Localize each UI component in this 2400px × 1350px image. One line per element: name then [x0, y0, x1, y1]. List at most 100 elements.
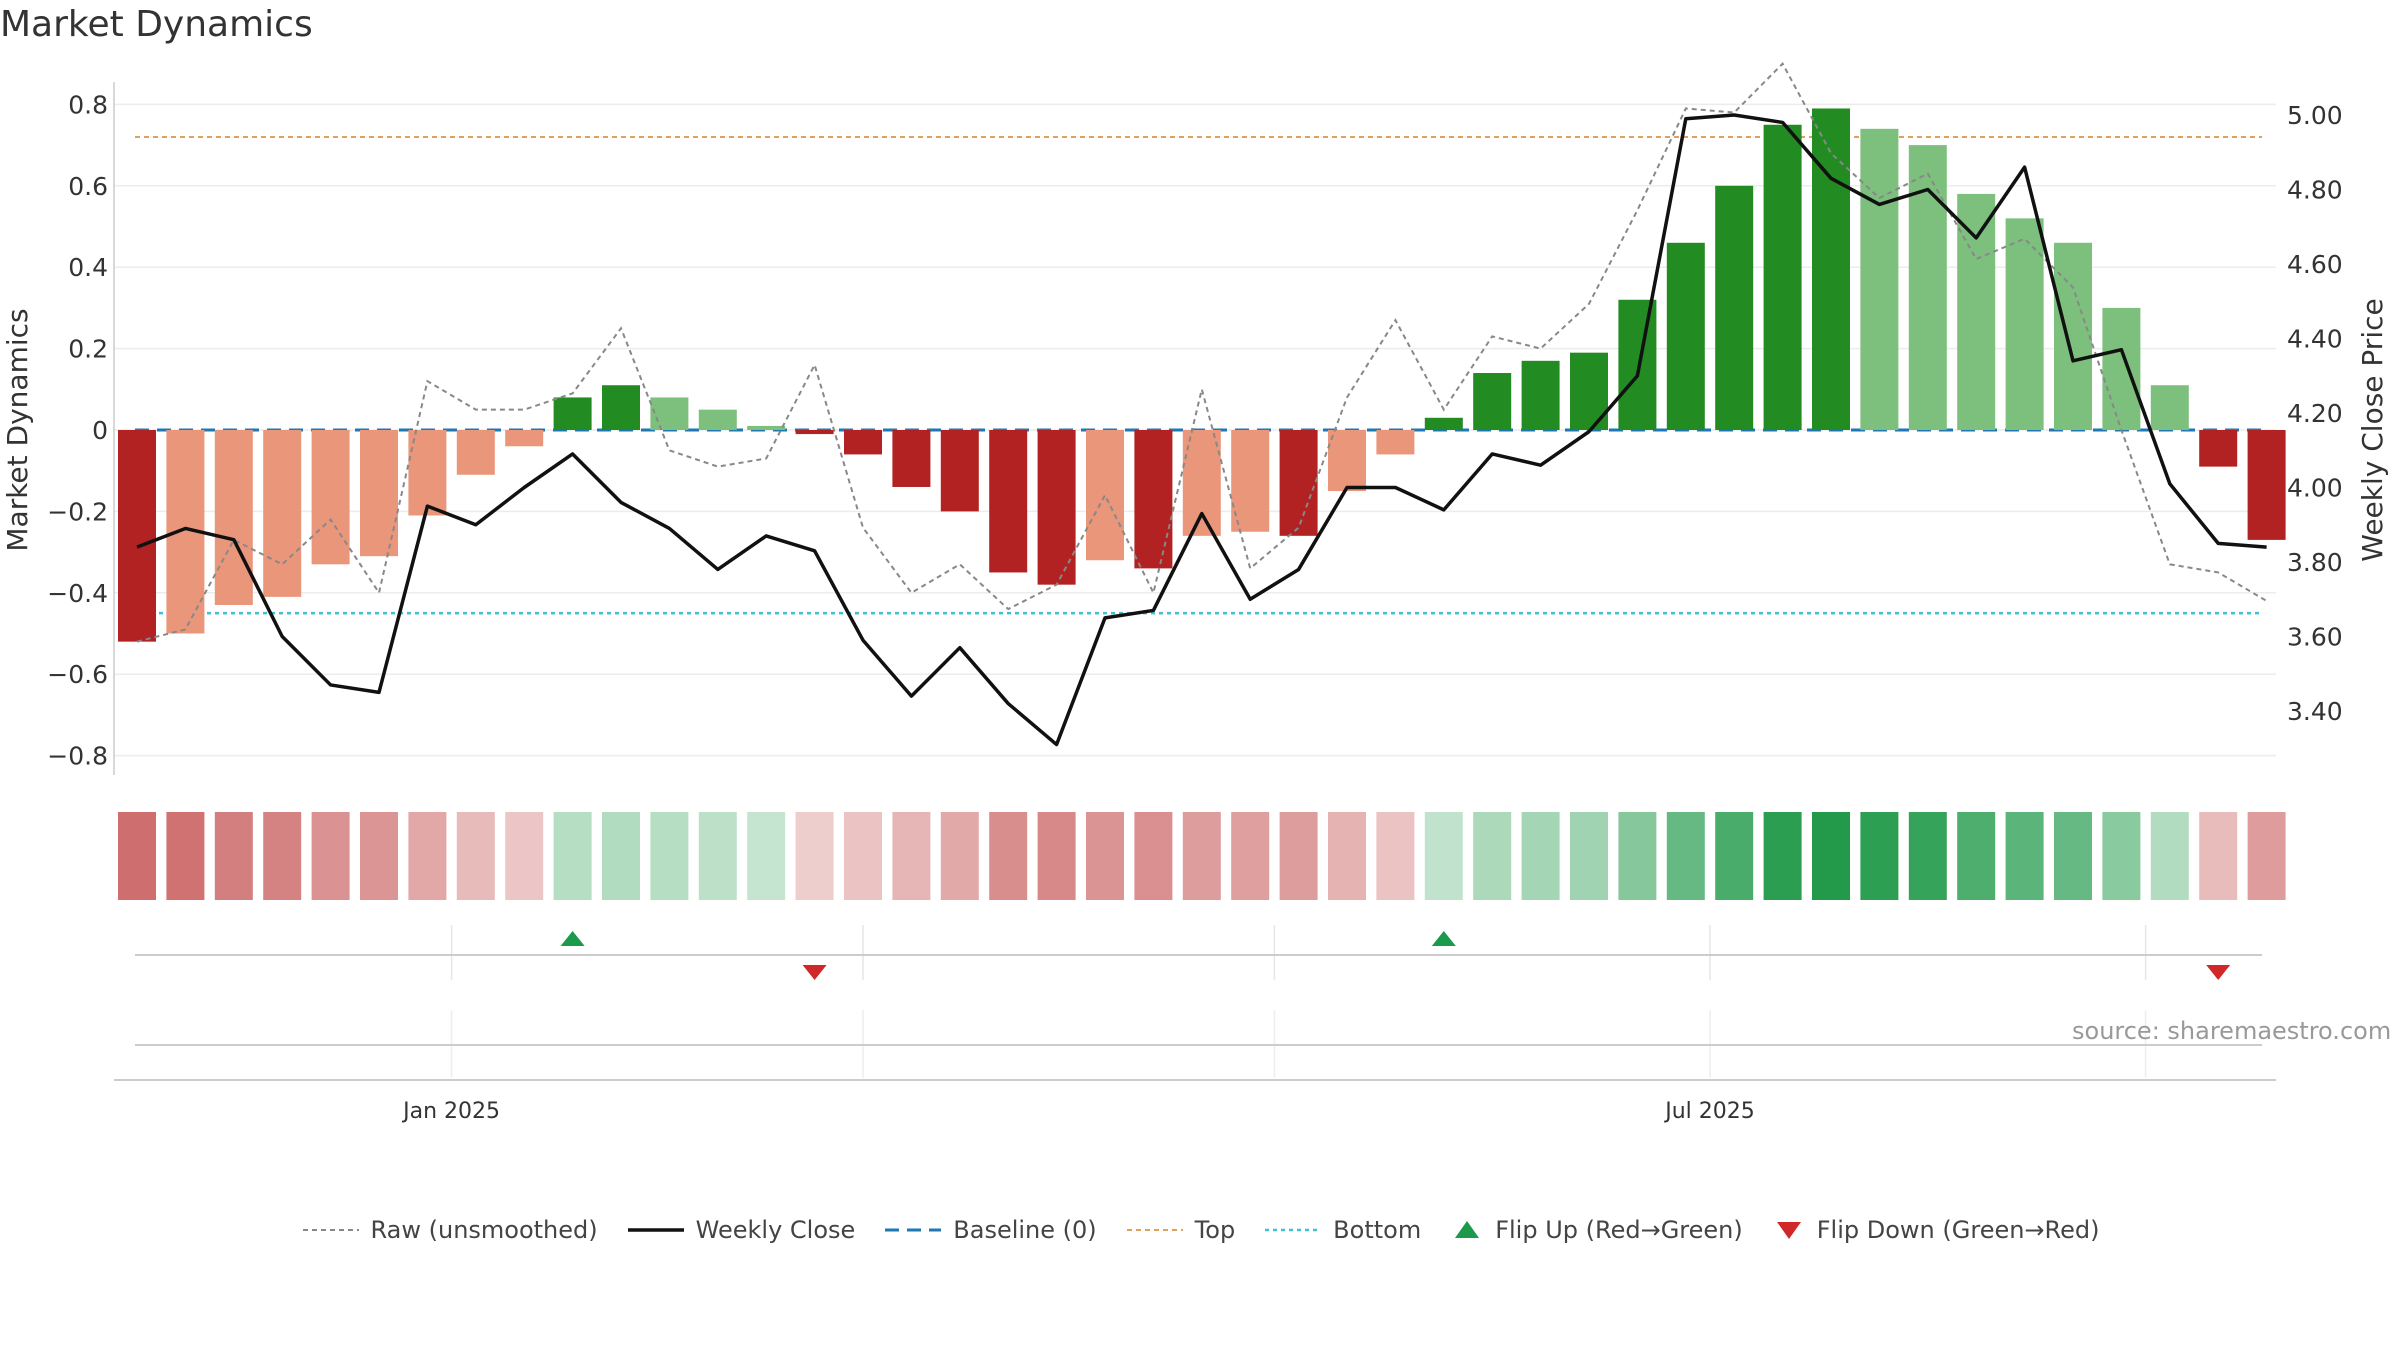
bar	[650, 397, 689, 430]
heat-cell	[2247, 812, 2286, 900]
heat-cell	[408, 812, 447, 900]
close-series	[136, 113, 2267, 747]
bar	[698, 409, 737, 430]
bar	[2102, 307, 2141, 430]
bar	[989, 430, 1028, 573]
y-tick-label: −0.2	[47, 497, 108, 526]
bar	[940, 430, 979, 512]
legend-label-baseline: Baseline (0)	[953, 1216, 1097, 1244]
flip-panel	[135, 931, 2262, 980]
bar	[1666, 242, 1705, 430]
heat-cell	[166, 812, 205, 900]
bar	[1182, 430, 1221, 536]
y-axis-label: Market Dynamics	[1, 308, 34, 551]
legend-item-flip-up: Flip Up (Red→Green)	[1449, 1216, 1743, 1244]
raw-series	[136, 62, 2268, 643]
legend-label-bottom: Bottom	[1333, 1216, 1422, 1244]
flip-down-marker	[802, 965, 827, 980]
y2-tick-label: 3.80	[2287, 548, 2343, 577]
heat-cell	[844, 812, 882, 900]
heat-cell	[1182, 812, 1221, 900]
raw-line	[136, 62, 2268, 643]
heat-cell	[1521, 812, 1560, 900]
bar	[553, 397, 592, 430]
bar	[408, 430, 447, 516]
bar	[1424, 417, 1463, 430]
heat-cell	[214, 812, 253, 900]
y2-tick-label: 4.00	[2287, 474, 2343, 503]
heat-cell	[650, 812, 689, 900]
heat-cell	[1279, 812, 1318, 900]
bar-series	[118, 108, 2286, 642]
legend-swatch-baseline	[885, 1228, 942, 1232]
bar	[747, 425, 786, 430]
heat-cell	[1570, 812, 1608, 900]
bar	[1521, 360, 1560, 430]
legend: Raw (unsmoothed) Weekly Close Baseline (…	[0, 1210, 2400, 1250]
legend-label-top: Top	[1194, 1216, 1236, 1244]
heat-cell	[1860, 812, 1899, 900]
heat-cell	[1328, 812, 1366, 900]
legend-label-raw: Raw (unsmoothed)	[370, 1216, 598, 1244]
legend-label-flip-up: Flip Up (Red→Green)	[1495, 1216, 1743, 1244]
heat-cell	[360, 812, 398, 900]
bar	[1279, 430, 1318, 536]
close-line	[136, 113, 2267, 747]
legend-swatch-bottom	[1265, 1228, 1322, 1232]
heat-cell	[505, 812, 544, 900]
y-tick-label: 0.8	[68, 90, 108, 119]
bar	[1618, 299, 1657, 430]
legend-swatch-top	[1126, 1229, 1183, 1231]
heat-cell	[1037, 812, 1076, 900]
source-note: source: sharemaestro.com	[2072, 1017, 2392, 1045]
legend-item-bottom: Bottom	[1263, 1216, 1421, 1244]
flip-down-icon	[1776, 1222, 1801, 1239]
flip-up-marker	[1431, 931, 1456, 946]
bar	[1086, 430, 1124, 561]
bar	[311, 430, 350, 565]
y2-tick-label: 4.60	[2287, 250, 2343, 279]
heat-cell	[1618, 812, 1657, 900]
bar	[1037, 430, 1076, 585]
bar	[505, 430, 544, 447]
flip-up-icon	[1455, 1221, 1480, 1238]
bar	[1231, 430, 1270, 532]
bar	[602, 385, 640, 430]
legend-item-top: Top	[1125, 1216, 1236, 1244]
bar	[214, 430, 253, 606]
heat-cell	[2199, 812, 2238, 900]
heat-cell	[263, 812, 302, 900]
heat-cell	[795, 812, 834, 900]
legend-label-flip-down: Flip Down (Green→Red)	[1816, 1216, 2100, 1244]
legend-item-raw: Raw (unsmoothed)	[301, 1216, 598, 1244]
y-tick-label: −0.4	[47, 579, 108, 608]
chart-title: Market Dynamics	[0, 4, 313, 45]
bar	[1134, 430, 1173, 569]
bar	[1812, 108, 1850, 430]
heat-cell	[1424, 812, 1463, 900]
heat-cell	[747, 812, 786, 900]
y2-tick-label: 4.40	[2287, 325, 2343, 354]
y-tick-label: 0.6	[68, 172, 108, 201]
heat-cell	[602, 812, 640, 900]
legend-label-close: Weekly Close	[695, 1216, 856, 1244]
heat-cell	[2005, 812, 2044, 900]
bar	[1376, 430, 1415, 455]
grid-lines	[114, 103, 2276, 1078]
y2-tick-label: 3.40	[2287, 697, 2343, 726]
legend-item-flip-down: Flip Down (Green→Red)	[1771, 1216, 2100, 1244]
heat-cell	[456, 812, 495, 900]
y2-axis-label: Weekly Close Price	[2356, 298, 2389, 561]
flip-down-marker	[2206, 965, 2231, 980]
heat-cell	[1231, 812, 1270, 900]
heat-cell	[118, 812, 156, 900]
heat-cell	[940, 812, 979, 900]
legend-item-close: Weekly Close	[626, 1216, 856, 1244]
axes: −0.8 −0.6 −0.4 −0.2 0 0.2 0.4 0.6 0.8 3.40 3.60 3.8…	[47, 82, 2343, 1124]
y-tick-label: 0	[92, 416, 108, 445]
bar	[1957, 193, 1996, 430]
y-tick-label: 0.4	[68, 253, 108, 282]
heat-cell	[311, 812, 350, 900]
y-tick-label: −0.6	[47, 660, 108, 689]
heat-cell	[1376, 812, 1415, 900]
